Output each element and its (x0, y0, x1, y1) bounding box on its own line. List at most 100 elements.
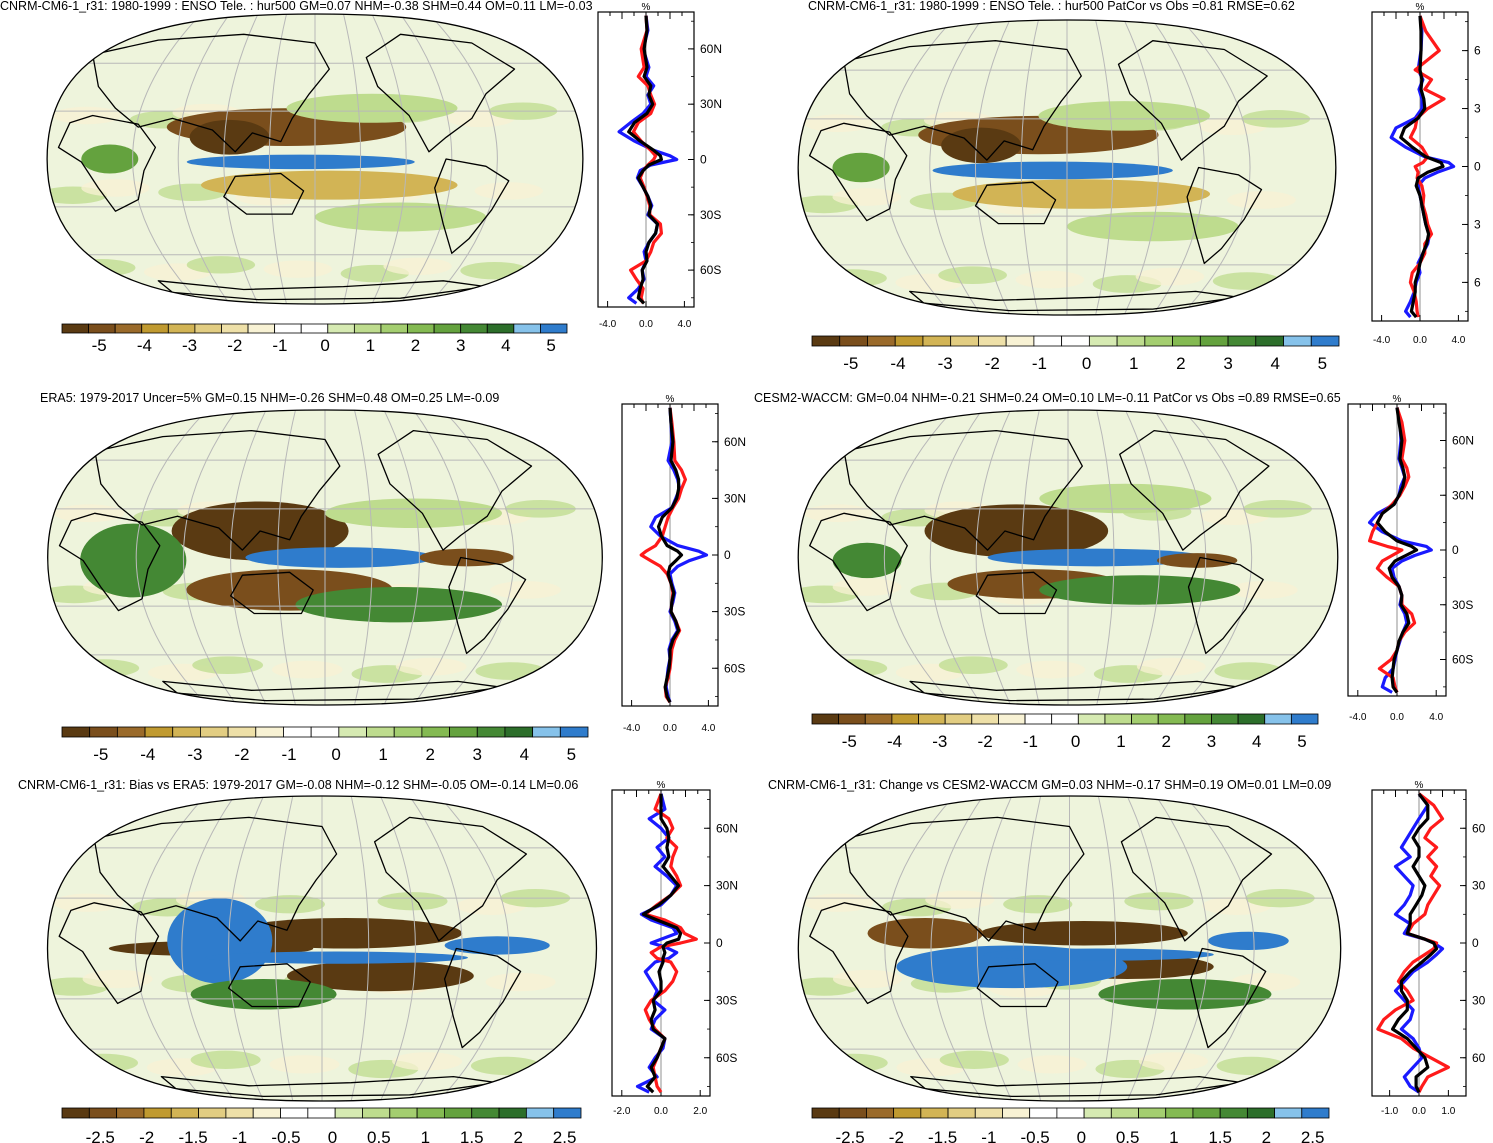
colorbar-swatch (362, 1107, 391, 1119)
profile-ytick-label: 30S (1452, 598, 1473, 612)
colorbar-swatch (280, 1107, 309, 1119)
meridian-line (354, 410, 373, 705)
colorbar-label: 2 (1176, 354, 1185, 373)
profile-ytick-label: 6 (1474, 275, 1481, 289)
meridian-line (1095, 20, 1114, 315)
black-profile-line (656, 407, 684, 703)
meridian-line (132, 14, 202, 304)
coastline (223, 172, 305, 215)
map-border (797, 409, 1339, 706)
colorbar-label: -2.5 (86, 1128, 115, 1143)
anomaly-region (167, 898, 273, 984)
red-profile-line (1368, 407, 1417, 693)
profile-ytick-label: 30N (1452, 488, 1474, 502)
colorbar-2: -5 -4 -3 -2 -1 0 1 2 3 4 5 (61, 726, 589, 764)
colorbar-swatch (252, 1107, 281, 1119)
colorbar-swatch (1033, 335, 1063, 347)
colorbar-label: 5 (1318, 354, 1327, 373)
colorbar-0: -5 -4 -3 -2 -1 0 1 2 3 4 5 (61, 323, 568, 355)
colorbar-5: -2.5 -2 -1.5 -1 -0.5 0 0.5 1 1.5 2 2.5 (811, 1107, 1330, 1143)
map-border (47, 409, 603, 706)
anomaly-region (832, 152, 890, 183)
colorbar-swatch (894, 335, 924, 347)
map-border (797, 795, 1342, 1102)
profile-unit: % (666, 394, 675, 405)
colorbar-swatch (300, 323, 329, 334)
colorbar-swatch (950, 335, 979, 347)
profile-xtick-label: 0.0 (1412, 1106, 1426, 1117)
colorbar-swatch (144, 726, 174, 738)
panel-title: CNRM-CM6-1_r31: Bias vs ERA5: 1979-2017 … (18, 778, 578, 792)
colorbar-swatch (61, 1107, 90, 1119)
colorbar-swatch (1301, 1107, 1330, 1119)
colorbar-swatch (1157, 713, 1186, 725)
colorbar-label: 1 (1116, 732, 1125, 751)
meridian-line (1124, 410, 1161, 705)
meridian-line (1152, 20, 1205, 315)
profile-xtick-label: 0.0 (639, 319, 653, 330)
meridian-line (974, 20, 1011, 315)
coastline (843, 40, 1082, 161)
colorbar-label: 5 (1297, 732, 1306, 751)
colorbar-label: 3 (456, 336, 465, 355)
colorbar-swatch (974, 1107, 1003, 1119)
profile-ytick-label: 0 (716, 936, 723, 950)
colorbar-swatch (811, 1107, 840, 1119)
meridian-line (1096, 410, 1115, 705)
meridian-line (409, 796, 463, 1101)
colorbar-label: 5 (546, 336, 555, 355)
coastline (843, 816, 1085, 942)
colorbar-swatch (114, 323, 143, 334)
colorbar-label: 3 (1223, 354, 1232, 373)
colorbar-label: -2 (985, 354, 1000, 373)
profile-xtick-label: 2.0 (693, 1106, 707, 1117)
profile-ytick-label: 0 (1452, 543, 1459, 557)
meridian-line (230, 410, 267, 705)
colorbar-swatch (172, 726, 201, 738)
anomaly-region (1098, 979, 1272, 1010)
colorbar-swatch (310, 726, 340, 738)
colorbar-swatch (1165, 1107, 1194, 1119)
colorbar-label: -1 (232, 1128, 247, 1143)
map-border (46, 13, 584, 305)
colorbar-label: -2 (234, 745, 249, 764)
meridian-line (442, 410, 515, 705)
colorbar-label: 3 (473, 745, 482, 764)
meridian-line (268, 14, 287, 304)
colorbar-swatch (433, 323, 462, 334)
coastline (93, 816, 338, 942)
panel-title: CNRM-CM6-1_r31: 1980-1999 : ENSO Tele. :… (0, 0, 593, 13)
map-panel-4 (46, 795, 598, 1102)
colorbar-label: 1 (378, 745, 387, 764)
profile-ytick-label: 60S (1452, 653, 1473, 667)
colorbar-swatch (1088, 335, 1118, 347)
profile-ytick-label: 30S (724, 605, 745, 619)
colorbar-swatch (1199, 335, 1229, 347)
anomaly-region (952, 179, 1210, 209)
anomaly-region (932, 161, 1173, 180)
meridian-line (883, 20, 953, 315)
meridian-line (1020, 20, 1039, 315)
colorbar-swatch (867, 335, 896, 347)
colorbar-4: -2.5 -2 -1.5 -1 -0.5 0 0.5 1 1.5 2 2.5 (61, 1107, 582, 1143)
profile-xtick-label: 0.0 (663, 723, 677, 734)
colorbar-swatch (864, 713, 893, 725)
colorbar-swatch (1192, 1107, 1221, 1119)
map-panel-0 (46, 13, 584, 305)
colorbar-swatch (1116, 335, 1146, 347)
meridian-line (438, 796, 510, 1101)
colorbar-swatch (338, 726, 367, 738)
profile-xtick-label: 0.0 (654, 1106, 668, 1117)
meridian-line (400, 14, 453, 304)
profile-xtick-label: -4.0 (599, 319, 617, 330)
colorbar-swatch (61, 323, 89, 334)
zonal-profile-5: % -1.0 0.0 1.0 60 30 0 30 60 (1371, 780, 1486, 1117)
colorbar-swatch (1255, 335, 1284, 347)
coastline (373, 816, 528, 942)
colorbar-label: -1 (272, 336, 287, 355)
meridian-line (1182, 410, 1253, 705)
colorbar-label: -1 (1023, 732, 1038, 751)
map-panel-1 (797, 19, 1337, 316)
coastline (843, 429, 1083, 551)
colorbar-label: 4 (501, 336, 510, 355)
